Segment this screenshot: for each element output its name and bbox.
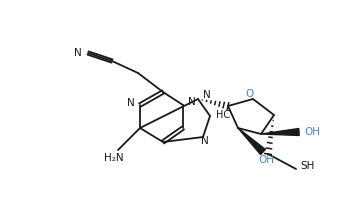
Text: OH: OH bbox=[304, 127, 320, 137]
Text: OH: OH bbox=[258, 155, 274, 165]
Text: N: N bbox=[201, 136, 209, 146]
Text: SH: SH bbox=[301, 161, 315, 171]
Text: HC: HC bbox=[216, 110, 230, 120]
Text: O: O bbox=[246, 89, 254, 99]
Text: N: N bbox=[127, 98, 135, 108]
Polygon shape bbox=[261, 128, 299, 135]
Text: N: N bbox=[203, 90, 211, 100]
Polygon shape bbox=[238, 128, 265, 155]
Text: H₂N: H₂N bbox=[104, 153, 124, 163]
Text: N: N bbox=[74, 48, 82, 58]
Text: N: N bbox=[188, 97, 196, 107]
